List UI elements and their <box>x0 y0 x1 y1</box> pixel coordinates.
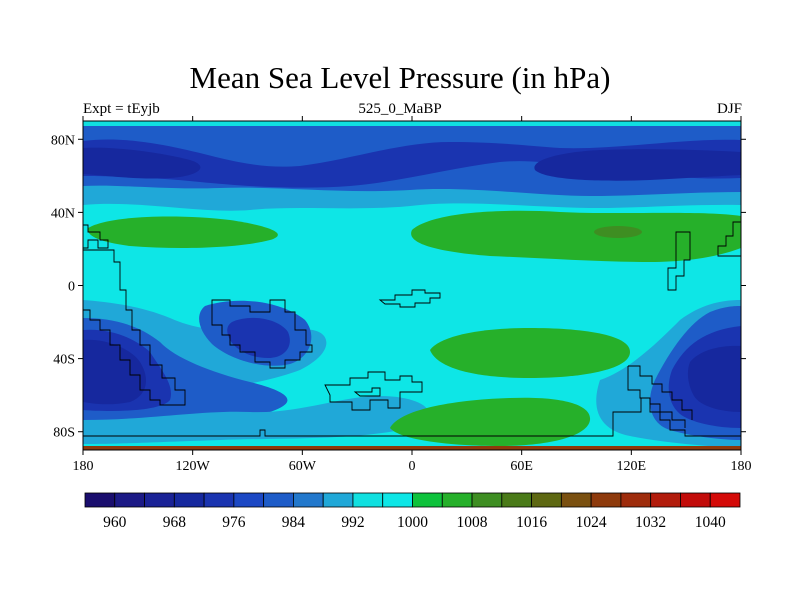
coast-east-asia <box>667 231 691 291</box>
colorbar-box <box>412 492 443 508</box>
colorbar-label: 1024 <box>576 514 607 531</box>
colorbar-box <box>441 492 473 508</box>
colorbar-box <box>322 492 354 508</box>
contour-fill-992-southocean <box>83 396 429 444</box>
x-tick-label: 60W <box>289 459 317 474</box>
colorbar-label: 960 <box>103 514 127 531</box>
colorbar-label: 1016 <box>516 514 547 531</box>
colorbar-box <box>293 492 324 508</box>
contour-fill-968-southwest <box>83 339 146 405</box>
y-tick-label: 40N <box>51 206 75 221</box>
colorbar-box <box>173 492 205 508</box>
x-tick-label: 120E <box>617 459 647 474</box>
coast-australia-south <box>627 366 686 428</box>
contour-fill-976-samerica <box>227 317 290 358</box>
coast-samerica-inner <box>211 299 313 369</box>
coastlines <box>83 221 741 437</box>
colorbar-box <box>590 492 622 508</box>
map-title: Mean Sea Level Pressure (in hPa) <box>189 60 611 95</box>
colorbar-box <box>650 492 681 508</box>
colorbar-box <box>263 492 294 508</box>
contour-fill-968-west <box>83 147 201 179</box>
colorbar-box <box>144 492 175 508</box>
filled-contours <box>83 121 741 450</box>
colorbar-label: 992 <box>341 514 364 531</box>
run-label: 525_0_MaBP <box>358 101 442 117</box>
colorbar-box <box>203 492 235 508</box>
colorbar: 960 968 976 984 992 1000 1008 1016 1024 1032 1040 <box>84 492 741 531</box>
contour-bottom-edge <box>83 446 741 450</box>
contour-fill-1008-indian <box>430 328 630 378</box>
colorbar-box <box>680 492 711 508</box>
coast-southern-islands <box>324 371 423 411</box>
y-tick-label: 80S <box>53 426 75 441</box>
colorbar-box <box>709 492 741 508</box>
colorbar-label: 1040 <box>695 514 726 531</box>
y-tick-label: 0 <box>68 280 75 295</box>
x-tick-label: 180 <box>731 459 752 474</box>
colorbar-box <box>620 492 652 508</box>
season-label: DJF <box>716 101 742 117</box>
contour-fill-1016-asia <box>594 226 642 238</box>
experiment-label: Expt = tEyjb <box>83 101 160 117</box>
y-axis: 80N 40N 0 40S 80S <box>51 133 746 441</box>
coast-australia-east <box>628 365 693 420</box>
colorbar-box <box>352 492 384 508</box>
x-tick-label: 180 <box>73 459 94 474</box>
x-tick-label: 0 <box>409 459 416 474</box>
coast-pacific-east <box>717 221 741 257</box>
contour-fill-1008-atlantic <box>87 216 278 248</box>
x-axis: 180 120W 60W 0 60E 120E 180 <box>73 116 752 474</box>
colorbar-box <box>84 492 116 508</box>
colorbar-label: 1032 <box>635 514 666 531</box>
colorbar-label: 1000 <box>397 514 428 531</box>
contour-top-edge <box>83 121 741 126</box>
contour-fill-968-southeast <box>687 345 741 412</box>
colorbar-box <box>501 492 532 508</box>
contour-fill-1008-asia <box>411 210 741 262</box>
y-tick-label: 80N <box>51 133 75 148</box>
coast-small-island <box>353 387 381 397</box>
colorbar-label: 984 <box>282 514 306 531</box>
colorbar-box <box>560 492 592 508</box>
x-tick-label: 60E <box>510 459 533 474</box>
contour-fill-968-east <box>534 149 741 181</box>
colorbar-box <box>233 492 265 508</box>
coast-na-west <box>83 224 109 249</box>
colorbar-box <box>531 492 562 508</box>
coast-americas <box>83 249 186 406</box>
colorbar-label: 976 <box>222 514 246 531</box>
y-tick-label: 40S <box>53 353 75 368</box>
colorbar-label: 1008 <box>457 514 488 531</box>
colorbar-box <box>471 492 503 508</box>
colorbar-box <box>114 492 145 508</box>
contour-fill-976 <box>83 139 741 188</box>
colorbar-label: 968 <box>163 514 187 531</box>
colorbar-box <box>382 492 413 508</box>
x-tick-label: 120W <box>176 459 211 474</box>
contour-fill-1008-south <box>390 397 591 446</box>
coast-equatorial-island <box>378 289 441 308</box>
